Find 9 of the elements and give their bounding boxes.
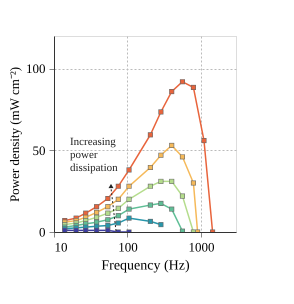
x-tick-label: 1000 (188, 240, 214, 254)
y-tick-label: 100 (26, 61, 46, 76)
x-axis-title: Frequency (Hz) (101, 258, 190, 274)
x-tick-label: 100 (118, 240, 138, 254)
y-axis-title: Power density (mW cm⁻²) (7, 66, 22, 202)
annotation: Increasing power dissipation (70, 136, 118, 174)
y-tick-label: 50 (32, 142, 46, 158)
y-tick-label: 0 (39, 224, 46, 240)
x-tick-label: 10 (54, 240, 68, 254)
